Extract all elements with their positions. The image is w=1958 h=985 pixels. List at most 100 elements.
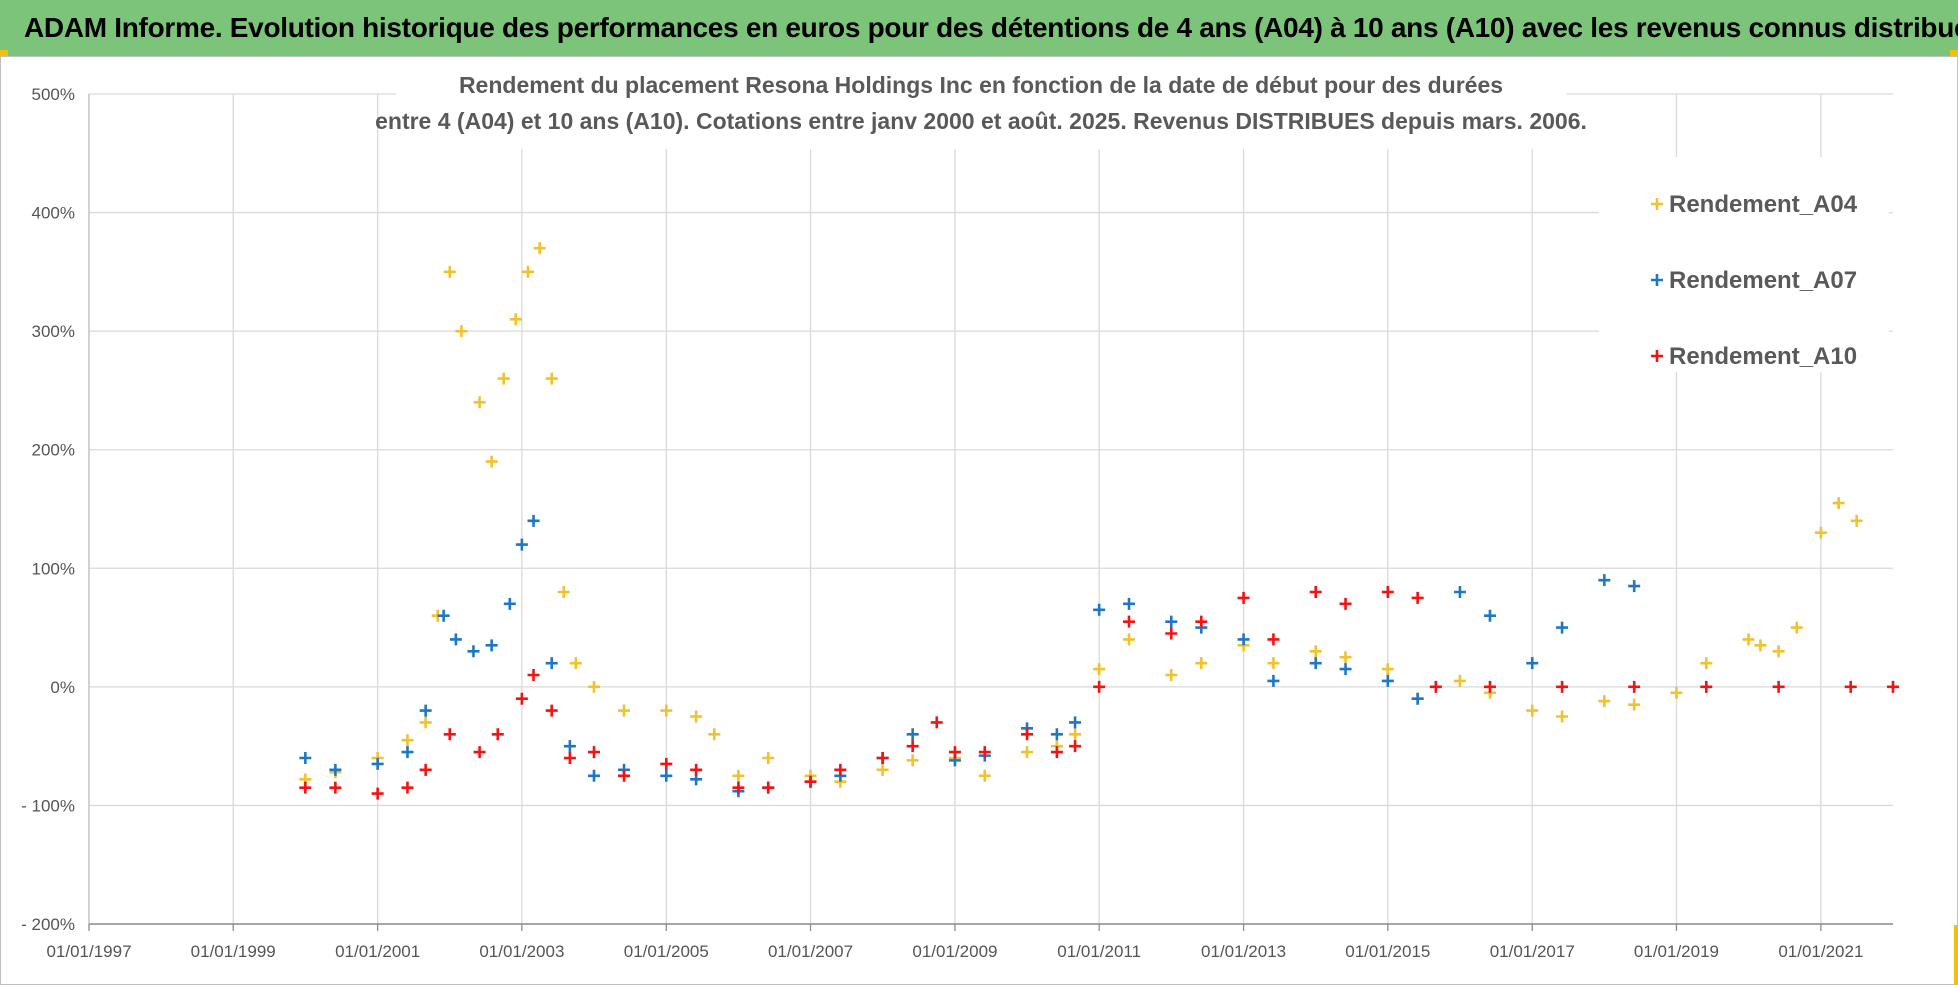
data-point-Rendement_A07 [1483, 609, 1496, 622]
data-point-Rendement_A04 [1165, 669, 1178, 681]
data-point-Rendement_A10 [978, 746, 991, 759]
data-point-Rendement_A07 [449, 633, 462, 646]
chart-svg: 500% 400% 300% 200% 100% 0% - 100% - 200% 01/01/… [21, 59, 1899, 961]
data-point-Rendement_A04 [1850, 514, 1863, 527]
data-point-Rendement_A04 [1670, 686, 1683, 699]
data-point-Rendement_A07 [1453, 586, 1466, 598]
x-tick-label: 01/01/2013 [1201, 942, 1286, 961]
data-point-Rendement_A10 [1483, 680, 1496, 693]
x-tick-label: 01/01/2011 [1057, 942, 1141, 961]
legend-backdrop [1599, 157, 1889, 372]
data-point-Rendement_A10 [948, 746, 961, 759]
y-tick-label: 0% [50, 678, 75, 697]
data-point-Rendement_A10 [618, 769, 631, 782]
data-point-Rendement_A10 [1381, 586, 1394, 598]
x-tick-label: 01/01/2017 [1490, 942, 1575, 961]
data-point-Rendement_A10 [660, 757, 673, 770]
data-point-Rendement_A07 [401, 746, 414, 759]
data-point-Rendement_A10 [1887, 680, 1899, 693]
x-tick-label: 01/01/2005 [624, 942, 709, 961]
data-point-Rendement_A07 [1123, 597, 1135, 610]
data-point-Rendement_A04 [1814, 526, 1827, 539]
data-point-Rendement_A10 [690, 763, 703, 776]
data-point-Rendement_A04 [1339, 651, 1352, 664]
y-tick-label: - 100% [21, 796, 75, 815]
data-point-Rendement_A04 [732, 769, 745, 782]
x-tick-label: 01/01/2007 [768, 942, 853, 961]
data-point-Rendement_A10 [1069, 740, 1082, 753]
data-point-Rendement_A10 [545, 704, 558, 717]
x-tick-label: 01/01/2019 [1634, 942, 1719, 961]
data-point-Rendement_A07 [1411, 692, 1424, 705]
data-point-Rendement_A04 [618, 704, 631, 717]
data-point-Rendement_A04 [1453, 674, 1466, 687]
data-point-Rendement_A07 [419, 704, 432, 717]
data-point-Rendement_A04 [1123, 633, 1135, 646]
data-point-Rendement_A04 [1628, 698, 1641, 711]
data-point-Rendement_A04 [443, 265, 456, 278]
data-point-Rendement_A10 [371, 787, 384, 800]
data-point-Rendement_A04 [497, 372, 510, 385]
data-point-Rendement_A07 [563, 740, 576, 753]
data-point-Rendement_A10 [906, 740, 919, 753]
data-point-Rendement_A10 [1237, 591, 1250, 604]
x-tick-label: 01/01/2021 [1778, 942, 1863, 961]
data-point-Rendement_A10 [299, 781, 312, 794]
data-point-Rendement_A04 [1832, 497, 1845, 510]
x-tick-label: 01/01/2009 [912, 942, 997, 961]
series-Rendement_A10 [299, 586, 1899, 800]
data-point-Rendement_A04 [1556, 710, 1569, 723]
data-point-Rendement_A10 [329, 781, 342, 794]
data-point-Rendement_A04 [1526, 704, 1539, 717]
data-point-Rendement_A10 [473, 746, 486, 759]
data-point-Rendement_A10 [587, 746, 600, 759]
corner-accent-top-right [1950, 50, 1958, 56]
data-point-Rendement_A04 [978, 769, 991, 782]
y-tick-label: 300% [32, 322, 75, 341]
banner-title: ADAM Informe. Evolution historique des p… [0, 0, 1958, 56]
legend-marker-Rendement_A04 [1651, 198, 1663, 210]
data-point-Rendement_A07 [906, 728, 919, 741]
data-point-Rendement_A04 [1381, 663, 1394, 676]
data-point-Rendement_A07 [1598, 574, 1611, 587]
chart-title-line2: entre 4 (A04) et 10 ans (A10). Cotations… [375, 108, 1587, 134]
data-point-Rendement_A10 [1772, 680, 1785, 693]
data-point-Rendement_A10 [1165, 627, 1178, 640]
data-point-Rendement_A10 [443, 728, 456, 741]
y-tick-label: 400% [32, 204, 75, 223]
data-point-Rendement_A10 [563, 752, 576, 764]
data-point-Rendement_A10 [732, 781, 745, 794]
x-tick-label: 01/01/2001 [335, 942, 420, 961]
data-point-Rendement_A07 [467, 645, 480, 658]
data-point-Rendement_A10 [930, 716, 943, 729]
corner-accent-bottom-right [1954, 925, 1958, 985]
data-point-Rendement_A04 [1309, 645, 1322, 658]
data-point-Rendement_A04 [1772, 645, 1785, 658]
data-point-Rendement_A04 [509, 313, 522, 326]
data-point-Rendement_A10 [876, 752, 889, 764]
data-point-Rendement_A10 [1093, 680, 1106, 693]
data-point-Rendement_A10 [419, 763, 432, 776]
data-point-Rendement_A04 [545, 372, 558, 385]
data-point-Rendement_A07 [1093, 603, 1106, 616]
data-point-Rendement_A04 [533, 242, 546, 255]
data-point-Rendement_A10 [515, 692, 528, 705]
data-point-Rendement_A04 [485, 455, 498, 468]
data-point-Rendement_A04 [1790, 621, 1803, 634]
data-point-Rendement_A07 [1165, 615, 1178, 628]
y-tick-label: 100% [32, 559, 75, 578]
data-point-Rendement_A07 [1628, 580, 1641, 593]
data-point-Rendement_A10 [762, 781, 775, 794]
legend-label-Rendement_A07: Rendement_A07 [1669, 267, 1857, 294]
data-point-Rendement_A04 [1700, 657, 1713, 670]
data-point-Rendement_A07 [1050, 728, 1063, 741]
data-point-Rendement_A04 [1754, 639, 1767, 652]
data-point-Rendement_A10 [401, 781, 414, 794]
data-point-Rendement_A04 [1093, 663, 1106, 676]
data-point-Rendement_A07 [515, 538, 528, 551]
data-point-Rendement_A04 [1598, 695, 1611, 708]
data-point-Rendement_A04 [876, 763, 889, 776]
data-point-Rendement_A04 [473, 396, 486, 409]
data-point-Rendement_A07 [1526, 657, 1539, 670]
data-point-Rendement_A07 [1381, 674, 1394, 687]
